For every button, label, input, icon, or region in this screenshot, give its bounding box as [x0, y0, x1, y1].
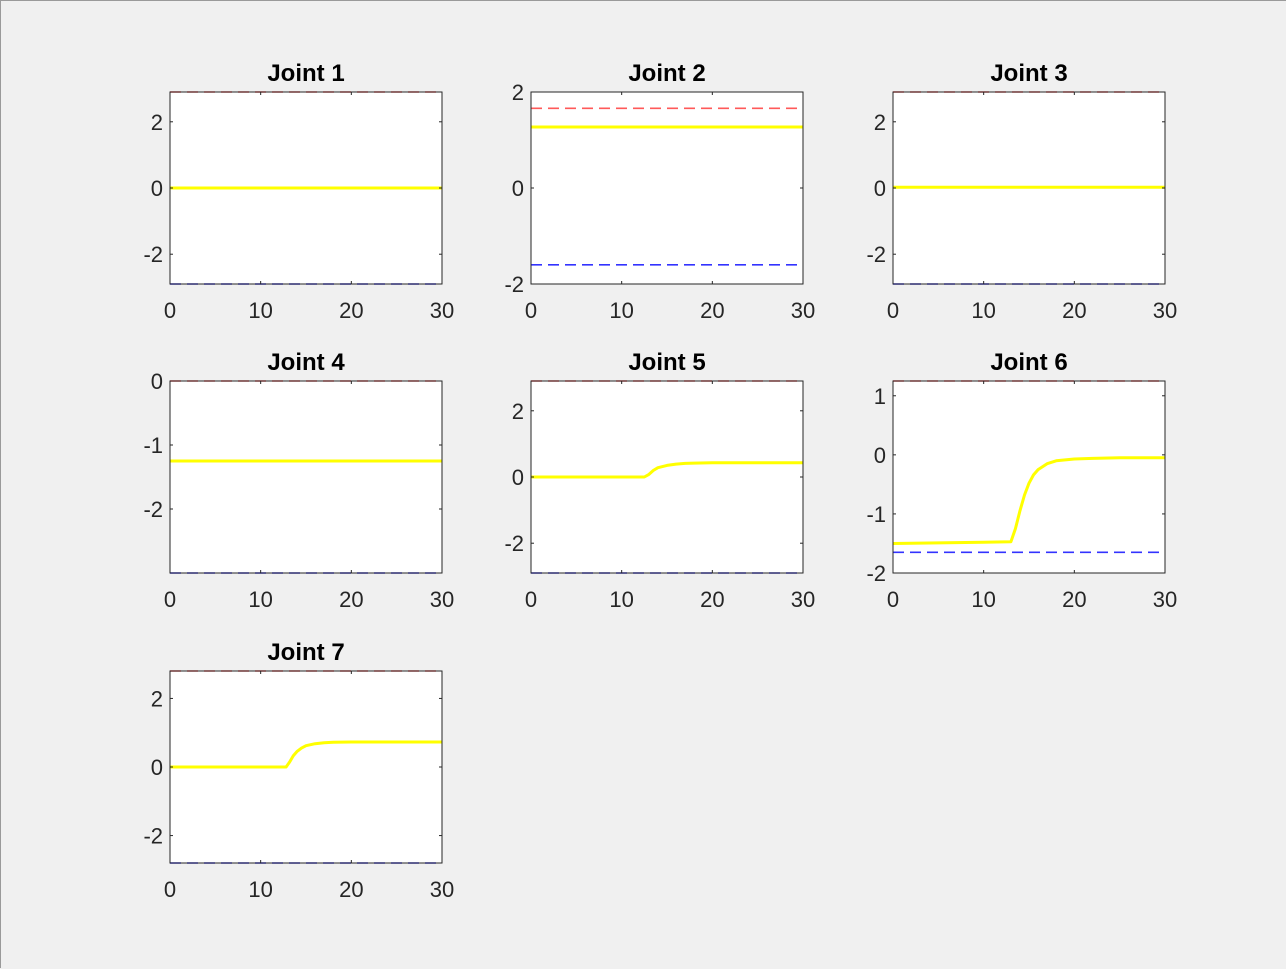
x-tick-label: 0	[887, 587, 899, 612]
subplot-joint-3: 0 10 20 30 -2 0 2 Joint 3	[866, 60, 1177, 323]
x-tick-label: 20	[1062, 298, 1086, 323]
x-tick-label: 30	[430, 298, 454, 323]
x-tick-label: 20	[700, 587, 724, 612]
x-tick-label: 30	[1153, 587, 1177, 612]
subplot-title: Joint 3	[990, 60, 1067, 87]
plot-area	[531, 92, 803, 284]
y-tick-label: -2	[504, 272, 524, 297]
x-tick-label: 30	[430, 587, 454, 612]
subplot-joint-1: 0 10 20 30 -2 0 2 Joint 1	[143, 60, 454, 323]
y-tick-label: 2	[151, 686, 163, 711]
y-tick-label: 0	[512, 176, 524, 201]
series-group	[531, 107, 803, 266]
x-tick-label: 10	[971, 298, 995, 323]
subplot-title: Joint 2	[628, 60, 705, 87]
y-tick-label: 0	[874, 176, 886, 201]
x-tick-label: 0	[164, 587, 176, 612]
trajectory-line	[531, 461, 803, 479]
y-tick-label: -1	[866, 502, 886, 527]
subplot-joint-4: 0 10 20 30 -2 -1 0 Joint 4	[143, 349, 454, 612]
x-tick-label: 0	[164, 298, 176, 323]
x-tick-label: 20	[339, 877, 363, 902]
x-tick-label: 10	[609, 587, 633, 612]
x-tick-label: 10	[248, 298, 272, 323]
axes-box	[169, 380, 443, 574]
y-tick-label: -2	[866, 561, 886, 586]
x-tick-label: 30	[430, 877, 454, 902]
y-tick-label: 2	[151, 110, 163, 135]
x-tick-label: 20	[339, 298, 363, 323]
x-tick-label: 10	[248, 587, 272, 612]
subplot-title: Joint 5	[628, 349, 705, 376]
x-tick-label: 20	[700, 298, 724, 323]
x-tick-label: 30	[1153, 298, 1177, 323]
y-tick-label: -2	[143, 497, 163, 522]
y-tick-label: 0	[151, 755, 163, 780]
trajectory-line	[170, 740, 442, 769]
subplot-joint-6: 0 10 20 30 -2 -1 0 1 Joint 6	[866, 349, 1177, 612]
plot-area	[170, 381, 442, 573]
y-tick-label: 1	[874, 384, 886, 409]
y-tick-label: 0	[874, 443, 886, 468]
y-tick-label: 0	[151, 369, 163, 394]
x-tick-label: 30	[791, 587, 815, 612]
x-tick-label: 10	[609, 298, 633, 323]
x-tick-label: 20	[1062, 587, 1086, 612]
x-tick-label: 0	[525, 298, 537, 323]
y-tick-label: 0	[512, 465, 524, 490]
y-tick-label: -2	[504, 531, 524, 556]
y-tick-label: -2	[866, 242, 886, 267]
x-tick-label: 0	[164, 877, 176, 902]
x-tick-label: 20	[339, 587, 363, 612]
plot-area	[893, 381, 1165, 573]
axes-box	[892, 380, 1166, 574]
y-tick-label: 2	[512, 399, 524, 424]
subplot-joint-5: 0 10 20 30 -2 0 2 Joint 5	[504, 349, 815, 612]
x-tick-label: 0	[887, 298, 899, 323]
subplot-title: Joint 1	[267, 60, 344, 87]
y-tick-label: -2	[143, 824, 163, 849]
y-tick-label: -1	[143, 433, 163, 458]
subplot-title: Joint 7	[267, 639, 344, 666]
y-tick-label: 0	[151, 176, 163, 201]
subplot-title: Joint 4	[267, 349, 345, 376]
x-tick-label: 30	[791, 298, 815, 323]
subplot-joint-7: 0 10 20 30 -2 0 2 Joint 7	[143, 639, 454, 902]
x-tick-label: 10	[971, 587, 995, 612]
y-tick-label: 2	[874, 110, 886, 135]
x-tick-label: 0	[525, 587, 537, 612]
trajectory-line	[892, 456, 1165, 545]
x-tick-label: 10	[248, 877, 272, 902]
y-tick-label: 2	[512, 80, 524, 105]
y-tick-label: -2	[143, 242, 163, 267]
subplot-title: Joint 6	[990, 349, 1067, 376]
